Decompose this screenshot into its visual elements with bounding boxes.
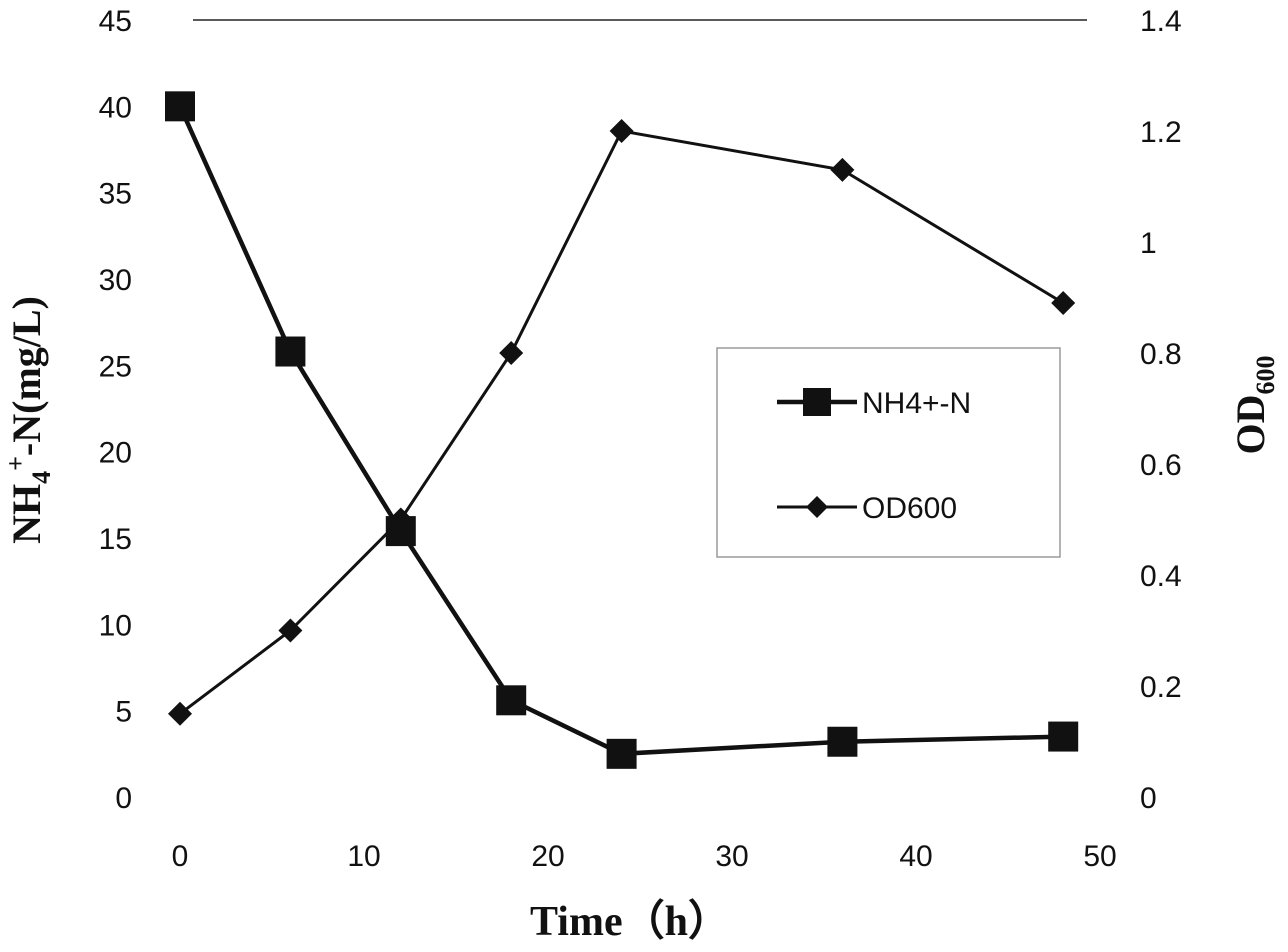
data-point-square xyxy=(606,738,637,769)
y-right-tick-label: 0.6 xyxy=(1140,449,1182,482)
y-left-tick-label: 40 xyxy=(99,91,132,124)
x-tick-label: 10 xyxy=(347,840,380,873)
y-left-tick-label: 25 xyxy=(99,350,132,383)
y-right-title-main: OD xyxy=(1228,395,1273,455)
data-point-diamond xyxy=(168,701,192,726)
y-left-tick-label: 35 xyxy=(99,178,132,211)
legend-marker-diamond xyxy=(806,496,828,518)
y-right-tick-label: 1.4 xyxy=(1140,5,1182,38)
y-right-tick-label: 0.2 xyxy=(1140,671,1182,704)
y-right-tick-label: 1.2 xyxy=(1140,116,1182,149)
y-left-tick-label: 15 xyxy=(99,523,132,556)
data-point-square xyxy=(1048,721,1079,752)
data-point-square xyxy=(165,91,195,122)
legend-label-nh4: NH4+-N xyxy=(862,387,971,420)
y-left-tick-label: 45 xyxy=(99,5,132,38)
y-left-title-main: NH xyxy=(4,484,49,544)
x-tick-label: 20 xyxy=(531,840,564,873)
y-right-axis-ticks: 0 0.2 0.4 0.6 0.8 1 1.2 1.4 xyxy=(1140,5,1182,815)
y-right-title-sub: 600 xyxy=(1251,356,1280,395)
x-axis-ticks: 0 10 20 30 40 50 xyxy=(172,840,1117,873)
y-left-tick-label: 10 xyxy=(99,609,132,642)
y-left-tick-label: 30 xyxy=(99,264,132,297)
data-point-square xyxy=(275,336,306,367)
y-left-title-rest: -N(mg/L) xyxy=(4,296,49,456)
y-left-tick-label: 5 xyxy=(115,696,132,729)
legend-box xyxy=(716,347,1061,558)
data-point-diamond xyxy=(830,157,855,182)
x-tick-label: 0 xyxy=(172,840,189,873)
y-left-title-sup: + xyxy=(1,456,30,471)
y-right-tick-label: 0.8 xyxy=(1140,338,1182,371)
y-left-tick-label: 0 xyxy=(115,782,132,815)
y-left-axis-title: NH4+-N(mg/L) xyxy=(1,296,56,544)
x-axis-title: Time（h） xyxy=(530,898,730,945)
y-left-axis-ticks: 0 5 10 15 20 25 30 35 40 45 xyxy=(99,5,132,815)
y-left-title-sub: 4 xyxy=(27,471,56,484)
data-point-diamond xyxy=(1051,291,1076,316)
legend: NH4+-N OD600 xyxy=(716,347,1061,558)
y-right-axis-title: OD600 xyxy=(1228,356,1280,455)
y-right-tick-label: 1 xyxy=(1140,227,1157,260)
y-right-tick-label: 0 xyxy=(1140,782,1157,815)
data-point-diamond xyxy=(499,341,524,365)
data-point-square xyxy=(827,726,858,757)
x-tick-label: 30 xyxy=(715,840,748,873)
x-tick-label: 40 xyxy=(899,840,932,873)
data-point-diamond xyxy=(278,618,303,643)
data-point-diamond xyxy=(609,119,634,143)
series-layer xyxy=(165,91,1079,769)
legend-label-od600: OD600 xyxy=(862,492,957,525)
legend-marker-square xyxy=(803,388,831,416)
data-point-square xyxy=(496,685,527,716)
y-right-tick-label: 0.4 xyxy=(1140,560,1182,593)
x-tick-label: 50 xyxy=(1083,840,1116,873)
y-left-tick-label: 20 xyxy=(99,437,132,470)
data-point-diamond xyxy=(388,507,413,532)
